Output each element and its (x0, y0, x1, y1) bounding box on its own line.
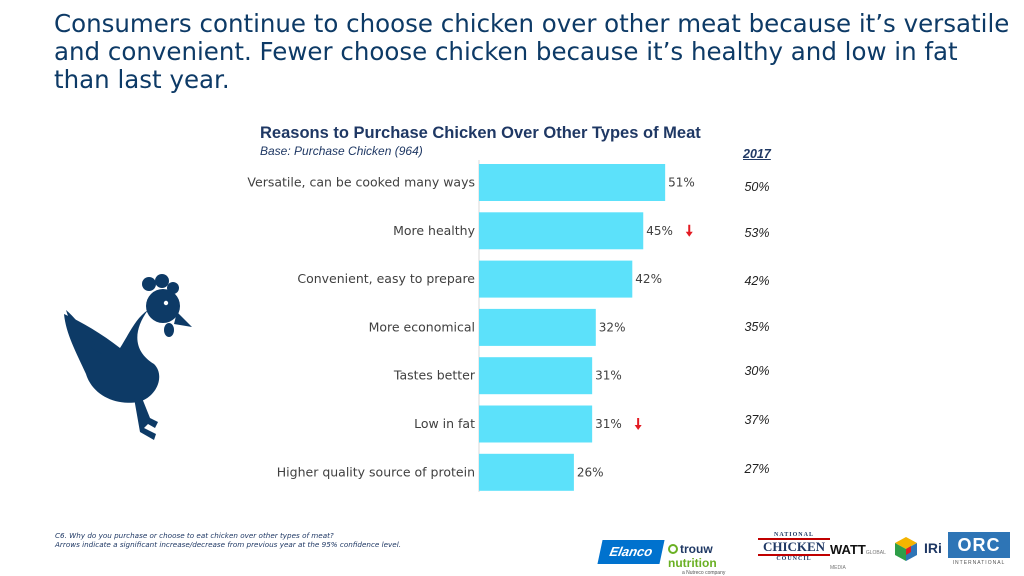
elanco-logo: Elanco (597, 540, 665, 564)
comparison-value-label: 30% (744, 364, 769, 378)
trouw-circle-icon (668, 544, 678, 554)
category-label: Tastes better (393, 368, 476, 383)
trouw-nutrition-logo: trouw nutrition a Nutreco company (668, 542, 726, 576)
footnote: C6. Why do you purchase or choose to eat… (55, 531, 401, 549)
value-label: 31% (595, 417, 622, 431)
comparison-value-label: 35% (744, 320, 769, 334)
comparison-year-header: 2017 (743, 147, 771, 161)
category-label: Convenient, easy to prepare (297, 271, 475, 286)
footnote-significance: Arrows indicate a significant increase/d… (55, 540, 402, 549)
value-label: 45% (646, 224, 673, 238)
category-label: More healthy (393, 223, 476, 238)
orc-international-logo: ORC INTERNATIONAL (948, 532, 1010, 570)
bar (479, 308, 596, 346)
page-headline: Consumers continue to choose chicken ove… (54, 9, 1010, 94)
category-label: More economical (369, 319, 475, 334)
bar (479, 357, 593, 395)
footnote-question: C6. Why do you purchase or choose to eat… (55, 531, 334, 540)
comparison-value-label: 53% (744, 226, 769, 240)
value-label: 26% (577, 465, 604, 479)
bar (479, 453, 574, 491)
category-label: Higher quality source of protein (277, 464, 475, 479)
comparison-value-label: 50% (744, 180, 769, 194)
watt-global-media-logo: WATTGLOBAL MEDIA (830, 542, 886, 571)
bar (479, 212, 644, 250)
value-label: 51% (668, 176, 695, 190)
chart-title: Reasons to Purchase Chicken Over Other T… (260, 124, 701, 142)
category-label: Versatile, can be cooked many ways (247, 175, 475, 190)
chart-subtitle: Base: Purchase Chicken (964) (260, 144, 423, 158)
iri-logo: IRi (924, 540, 942, 556)
bar (479, 260, 633, 298)
value-label: 42% (635, 272, 662, 286)
comparison-value-label: 42% (744, 274, 769, 288)
comparison-value-label: 37% (744, 413, 769, 427)
comparison-value-label: 27% (743, 462, 769, 476)
significant-decrease-arrow-icon (685, 224, 693, 237)
bar (479, 405, 593, 443)
value-label: 32% (599, 320, 626, 334)
national-chicken-council-logo: NATIONAL CHICKEN COUNCIL (758, 532, 830, 570)
chicken-icon (64, 274, 192, 440)
cube-logo-icon (895, 537, 917, 561)
value-label: 31% (595, 369, 622, 383)
bar (479, 164, 666, 201)
significant-decrease-arrow-icon (634, 418, 642, 430)
sponsor-logos: Elanco trouw nutrition a Nutreco company… (597, 530, 1018, 576)
category-label: Low in fat (414, 416, 475, 431)
